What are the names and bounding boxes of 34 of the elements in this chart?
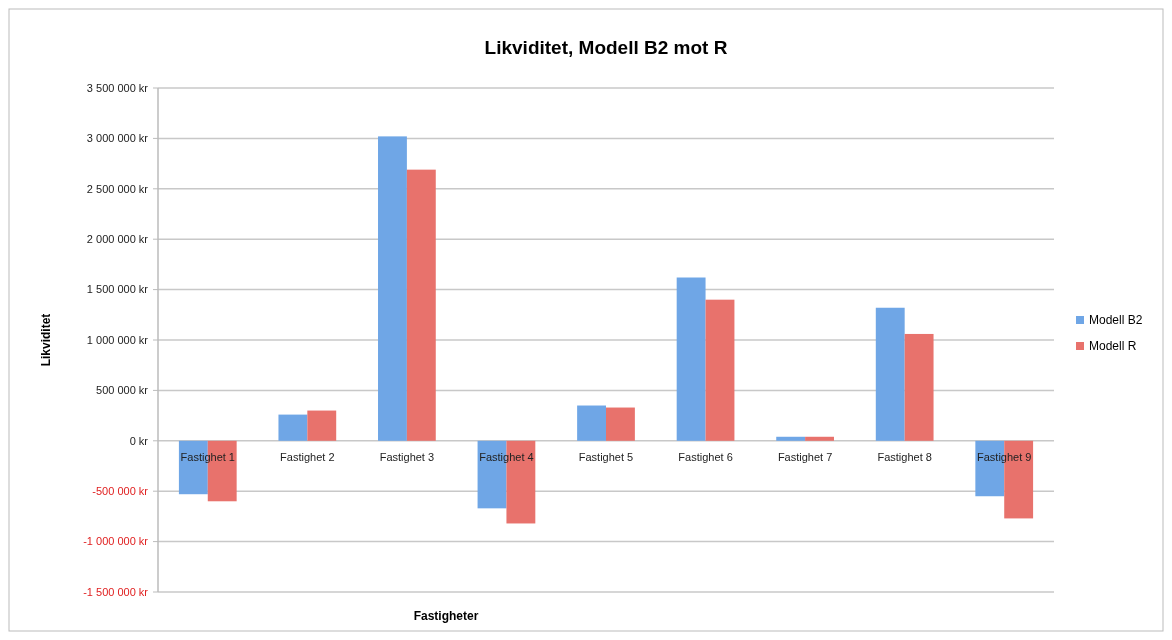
- x-tick-label: Fastighet 6: [678, 450, 733, 463]
- x-axis-title: Fastigheter: [413, 609, 479, 623]
- bar: [378, 136, 407, 441]
- y-tick-label: -500 000 kr: [92, 485, 149, 498]
- y-tick-label: 3 000 000 kr: [86, 132, 149, 145]
- bar: [577, 405, 606, 441]
- y-tick-label: 2 500 000 kr: [86, 182, 149, 195]
- legend-label: Modell R: [1089, 339, 1137, 354]
- y-tick-label: 2 000 000 kr: [86, 233, 149, 246]
- y-tick-label: -1 000 000 kr: [83, 535, 149, 548]
- bar: [776, 436, 806, 441]
- x-tick-label: Fastighet 7: [777, 450, 833, 463]
- y-tick-label: -1 500 000 kr: [83, 585, 149, 598]
- bar: [406, 169, 436, 441]
- chart-title: Likviditet, Modell B2 mot R: [484, 37, 728, 58]
- bar: [904, 333, 934, 441]
- x-tick-label: Fastighet 3: [379, 450, 435, 463]
- legend-label: Modell B2: [1089, 313, 1143, 328]
- bar: [705, 299, 735, 441]
- y-tick-label: 0 kr: [129, 434, 149, 447]
- y-tick-label: 500 000 kr: [96, 384, 149, 397]
- x-tick-label: Fastighet 2: [280, 450, 335, 463]
- bar: [606, 407, 635, 441]
- y-tick-label: 1 000 000 kr: [86, 333, 149, 346]
- bar: [278, 414, 308, 441]
- x-tick-label: Fastighet 5: [578, 450, 634, 463]
- bar: [676, 277, 706, 441]
- bar: [805, 436, 834, 441]
- y-tick-label: 3 500 000 kr: [86, 81, 149, 94]
- y-tick-label: 1 500 000 kr: [86, 283, 149, 296]
- bar: [875, 307, 905, 441]
- bar: [307, 410, 337, 441]
- y-axis-title: Likviditet: [39, 313, 53, 367]
- x-tick-label: Fastighet 8: [877, 450, 932, 463]
